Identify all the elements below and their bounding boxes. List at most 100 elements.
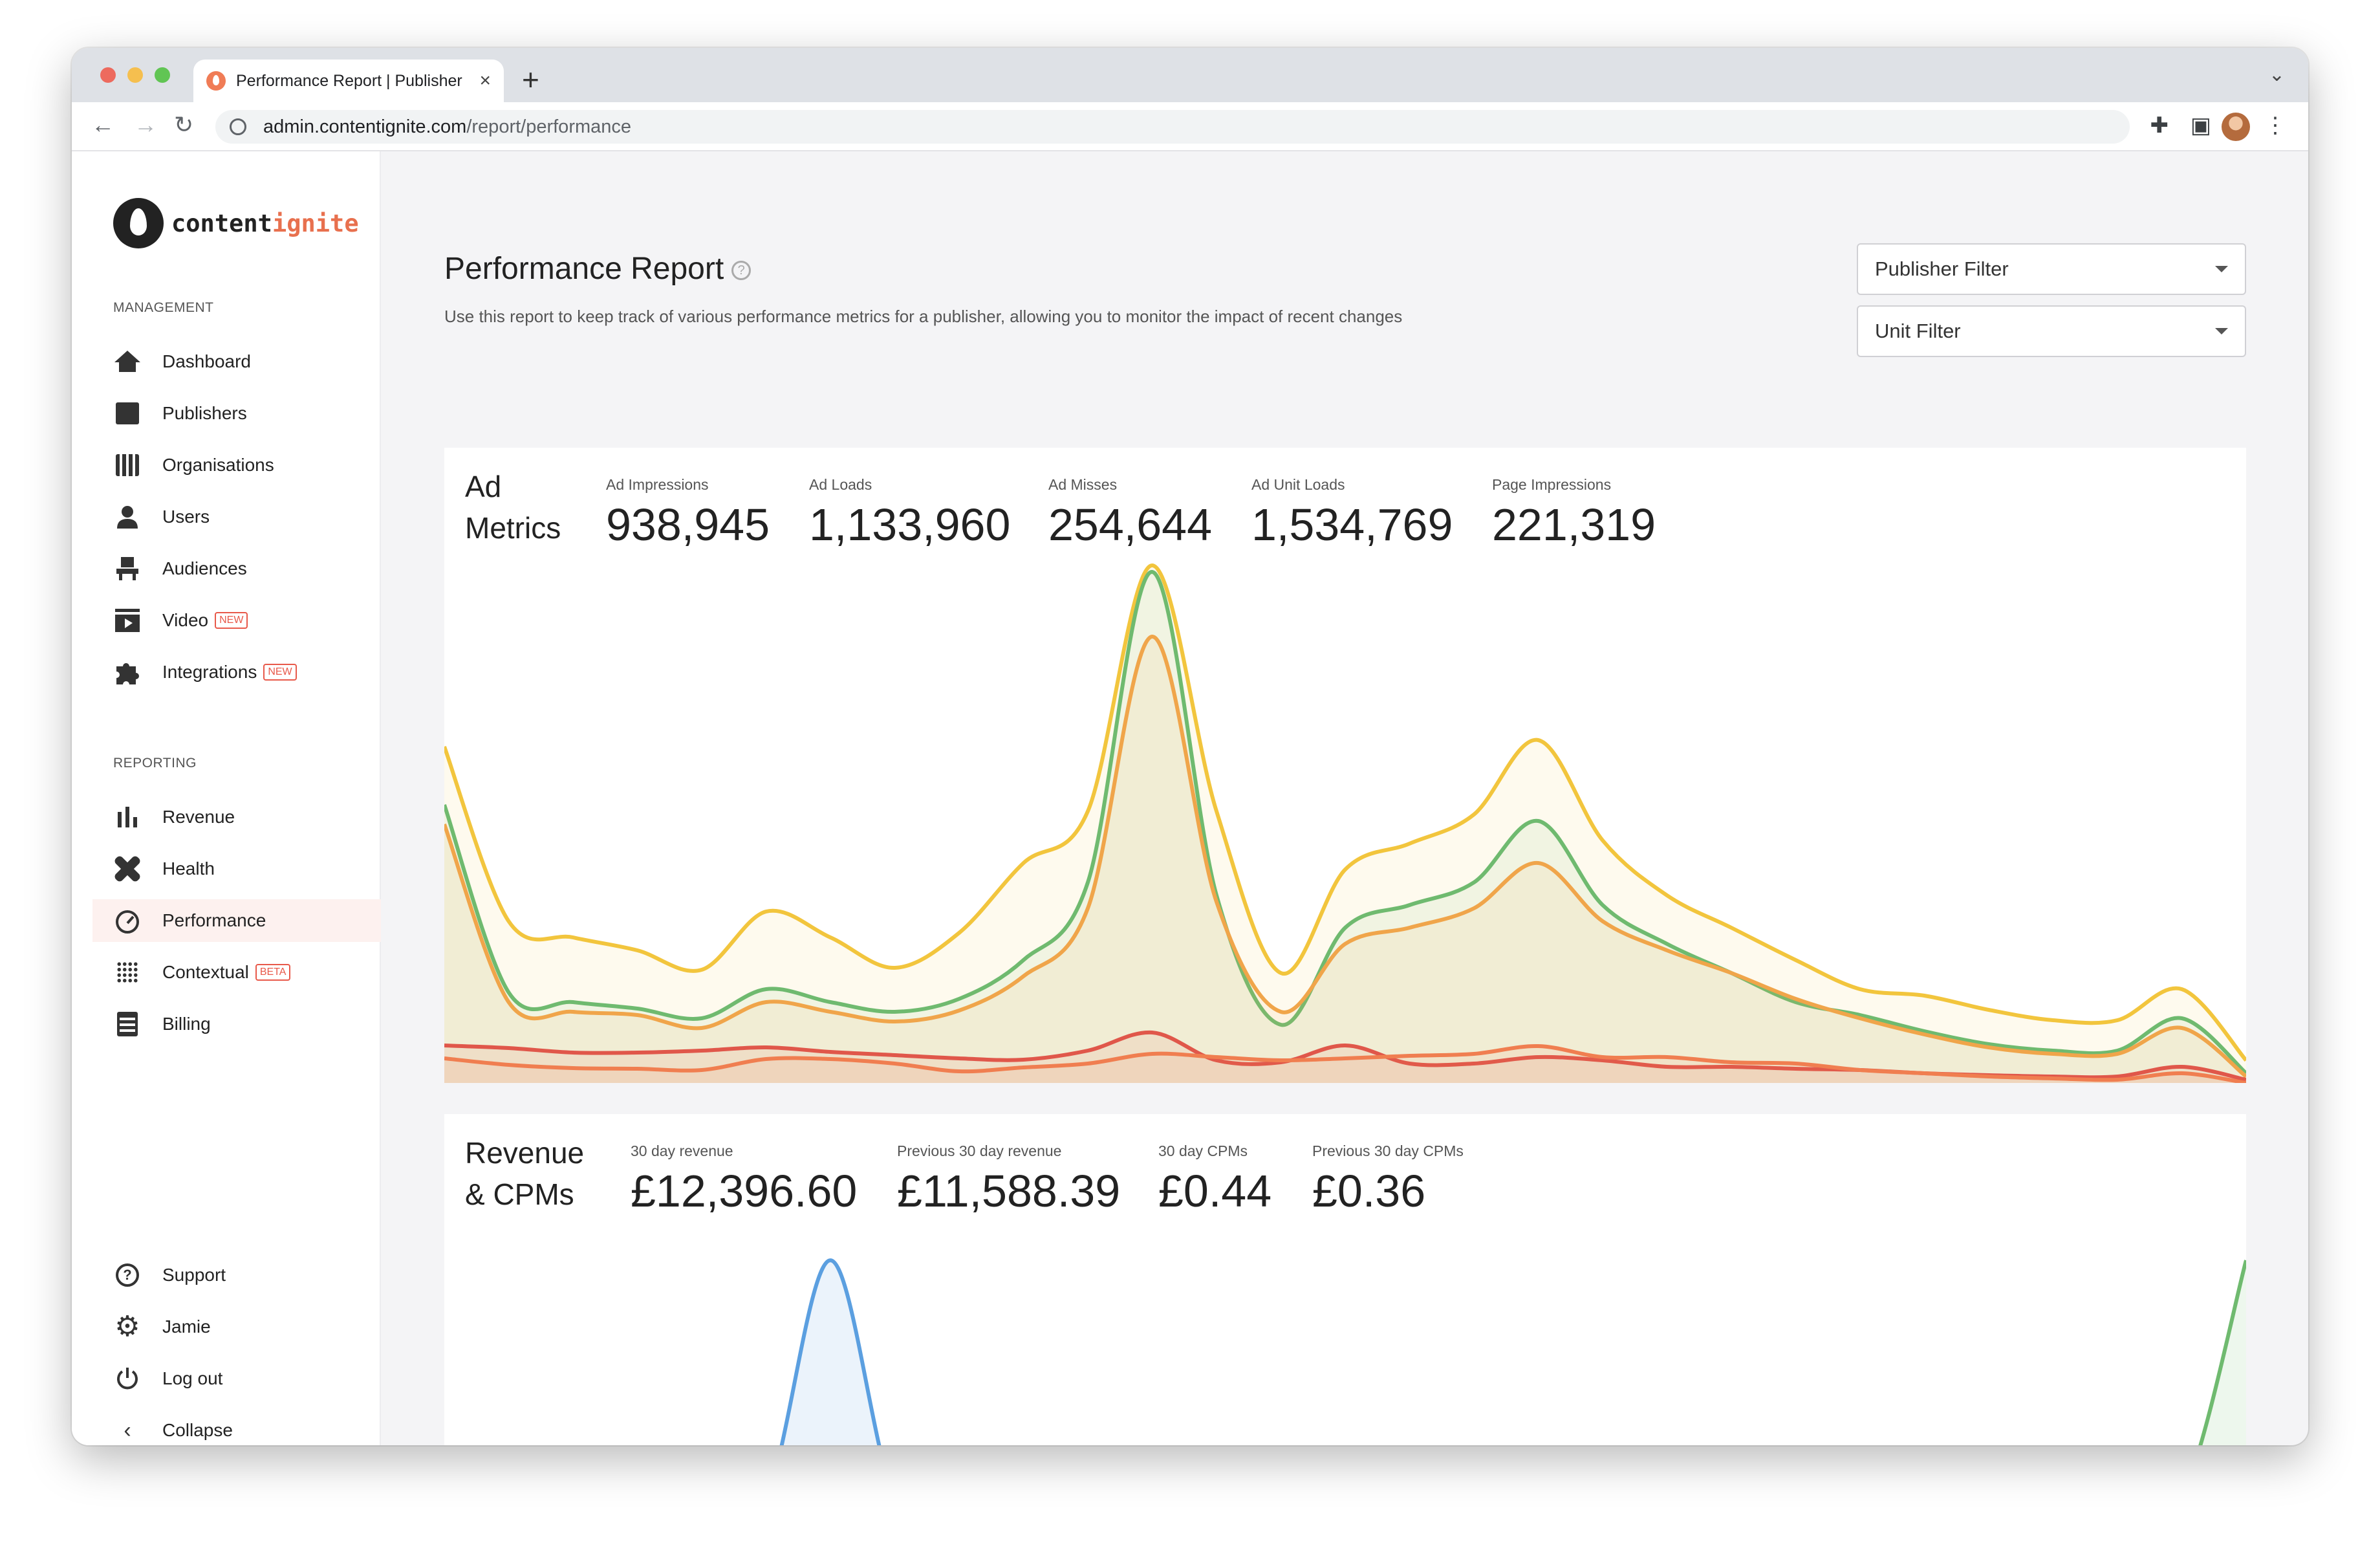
chevron-left-icon: ‹ [124,1417,131,1443]
metric-label: Ad Misses [1048,476,1118,493]
card-title-line: Metrics [465,511,561,545]
sidebar-item-health[interactable]: Health [113,847,215,890]
sidebar-item-logout[interactable]: Log out [113,1357,222,1400]
bar-chart-icon [113,807,142,827]
url-host: admin.contentignite.com [263,116,467,137]
metric-ad-unit-loads: Ad Unit Loads 1,534,769 [1251,476,1453,551]
sidebar-item-revenue[interactable]: Revenue [113,796,235,838]
new-badge: NEW [215,612,248,629]
sidebar-item-organisations[interactable]: Organisations [113,444,274,486]
metric-label: 30 day CPMs [1158,1142,1248,1159]
tab-search-chevron-icon[interactable]: ⌄ [2268,64,2285,85]
flame-icon [206,71,226,91]
receipt-icon [113,1012,142,1036]
logo-word-content: content [171,209,272,237]
unit-filter-label: Unit Filter [1875,320,1961,342]
close-window-button[interactable] [100,67,116,83]
sidebar-item-publishers[interactable]: Publishers [113,392,247,435]
sidebar-item-label: Organisations [162,455,274,475]
metric-previous-30-day-revenue: Previous 30 day revenue £11,588.39 [897,1142,1120,1217]
side-panel-icon[interactable]: ▣ [2190,113,2211,138]
metric-ad-impressions: Ad Impressions 938,945 [606,476,770,551]
sidebar-item-dashboard[interactable]: Dashboard [113,340,251,383]
logo-word-ignite: ignite [272,209,359,237]
management-heading: MANAGEMENT [113,300,214,315]
sidebar-item-label: Users [162,507,210,527]
sidebar-item-label: Health [162,858,215,879]
series-area-0 [781,1260,880,1445]
user-icon [113,505,142,529]
series-area-4 [444,1045,2246,1083]
sidebar-item-billing[interactable]: Billing [113,1003,211,1045]
series-line-1 [444,570,2246,1075]
sidebar-item-integrations[interactable]: Integrations NEW [113,651,297,694]
new-tab-button[interactable]: + [522,63,539,96]
forward-icon[interactable]: → [134,111,157,138]
metric-value: £0.36 [1312,1166,1426,1216]
sidebar-item-performance[interactable]: Performance [92,899,381,942]
sidebar-item-contextual[interactable]: Contextual BETA [113,951,291,994]
metric-value: 254,644 [1048,499,1213,550]
metric-value: £11,588.39 [897,1166,1121,1216]
sidebar-item-users[interactable]: Users [113,496,210,538]
page-subtitle: Use this report to keep track of various… [444,307,1403,326]
house-icon [113,351,142,372]
sidebar-item-label: Integrations [162,662,257,682]
card-title-line: Ad [465,470,502,503]
metric-ad-misses: Ad Misses 254,644 [1048,476,1212,551]
sidebar-item-label: Support [162,1265,226,1285]
reload-icon[interactable]: ↻ [174,111,194,138]
page-title-text: Performance Report [444,252,724,286]
sidebar-item-support[interactable]: ? Support [113,1254,226,1296]
sidebar: content ignite MANAGEMENT Dashboard Publi… [72,151,381,1445]
metric-value: 1,534,769 [1251,499,1453,550]
maximize-window-button[interactable] [155,67,170,83]
sidebar-item-account[interactable]: ⚙ Jamie [113,1306,211,1348]
minimize-window-button[interactable] [127,67,143,83]
metric-page-impressions: Page Impressions 221,319 [1492,476,1656,551]
tab-title: Performance Report | Publisher [236,71,462,90]
sidebar-item-audiences[interactable]: Audiences [113,547,247,590]
series-line-0 [444,563,2246,1062]
unit-filter-select[interactable]: Unit Filter [1857,305,2246,357]
video-icon [113,609,142,632]
publisher-filter-select[interactable]: Publisher Filter [1857,243,2246,295]
new-badge: NEW [263,664,297,681]
metric-previous-30-day-cpms: Previous 30 day CPMs £0.36 [1312,1142,1464,1217]
browser-tab[interactable]: Performance Report | Publisher × [193,60,504,102]
sidebar-item-video[interactable]: Video NEW [113,599,248,642]
series-area-0 [444,565,2246,1083]
site-info-icon[interactable] [230,118,246,135]
revenue-title: Revenue & CPMs [465,1132,584,1215]
ad-metrics-title: Ad Metrics [465,466,561,549]
series-line-0 [779,1258,882,1445]
metric-label: Previous 30 day revenue [897,1142,1062,1159]
close-tab-icon[interactable]: × [479,70,491,91]
reporting-heading: REPORTING [113,756,197,770]
series-area-2 [444,636,2246,1083]
sidebar-item-label: Contextual [162,962,249,982]
revenue-card: Revenue & CPMs 30 day revenue £12,396.60 P… [444,1114,2246,1445]
profile-avatar[interactable] [2222,113,2250,141]
series-area-2 [2200,1260,2246,1445]
back-icon[interactable]: ← [91,111,114,138]
metric-ad-loads: Ad Loads 1,133,960 [809,476,1010,551]
browser-menu-icon[interactable]: ⋮ [2264,113,2286,138]
metric-30-day-cpms: 30 day CPMs £0.44 [1158,1142,1271,1217]
sidebar-item-label: Dashboard [162,351,251,371]
sidebar-item-label: Revenue [162,807,235,827]
gear-icon: ⚙ [114,1311,140,1342]
contentignite-logo[interactable]: content ignite [113,198,359,248]
sidebar-item-label: Audiences [162,558,247,578]
sidebar-item-label: Jamie [162,1317,211,1337]
help-icon[interactable]: ? [731,261,752,281]
address-bar[interactable]: admin.contentignite.com /report/performa… [215,110,2130,144]
sidebar-collapse[interactable]: ‹ Collapse [113,1409,233,1445]
main-content: Performance Report? Use this report to k… [381,151,2308,1445]
bandage-icon [113,856,142,882]
extensions-puzzle-icon[interactable]: ✚ [2150,113,2169,138]
flame-logo-icon [113,198,164,248]
caret-down-icon [2215,266,2228,272]
sidebar-item-label: Video [162,610,209,630]
dots-grid-icon [113,961,142,983]
